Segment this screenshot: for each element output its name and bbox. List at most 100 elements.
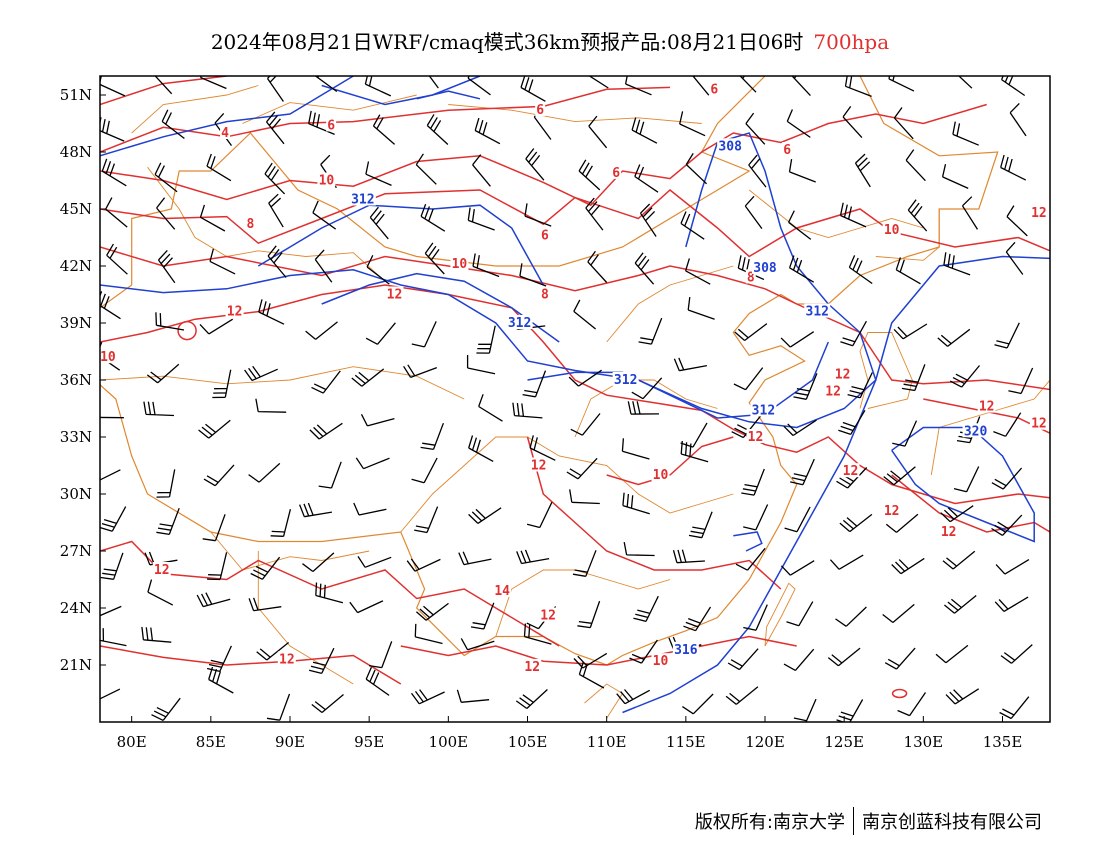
wind-barb: [270, 509, 292, 537]
wind-barb: [265, 111, 285, 145]
wind-barb: [733, 367, 764, 391]
wind-barb: [725, 686, 759, 705]
wind-barb: [994, 596, 1029, 612]
temperature-label-bg: [709, 81, 720, 96]
wind-barb: [942, 550, 976, 570]
wind-barb: [143, 401, 175, 417]
lon-tick-label: 135E: [983, 733, 1023, 751]
temperature-label: 8: [541, 288, 549, 303]
wind-barb: [952, 121, 979, 146]
wind-barb: [244, 365, 278, 382]
temperature-label-bg: [245, 216, 256, 231]
wind-barb: [570, 413, 601, 436]
wind-barb: [1000, 644, 1033, 664]
wind-barb: [634, 164, 659, 193]
temperature-label: 12: [884, 504, 900, 519]
wind-barb: [991, 514, 1023, 536]
wind-barb: [783, 648, 815, 671]
contour-label-layer: 4 6 6 6 6 6 6 8 8 8 10 10 10 10 10 10 12 12 12 12 12 12 12 12 12…: [100, 81, 1048, 675]
wind-barb: [786, 109, 811, 138]
wind-barb: [365, 322, 396, 345]
wind-barb: [991, 467, 1023, 490]
wind-barb: [953, 466, 980, 493]
wind-barb: [891, 557, 925, 575]
wind-barb: [364, 76, 392, 97]
wind-barb: [940, 505, 974, 523]
wind-barb: [895, 257, 921, 285]
wind-barb: [682, 693, 714, 715]
temperature-label-bg: [882, 503, 901, 518]
wind-barb: [573, 299, 597, 330]
height-label-bg: [717, 138, 744, 153]
wind-barb: [266, 693, 291, 721]
map-frame: [99, 75, 1051, 723]
temperature-label: 12: [748, 430, 764, 445]
wind-barb: [424, 242, 445, 275]
wind-barb: [355, 457, 390, 470]
wind-barb: [623, 541, 655, 557]
temperature-label: 12: [835, 367, 851, 382]
wind-barb: [519, 263, 547, 287]
copyright-company: 南京创蓝科技有限公司: [862, 812, 1042, 833]
wind-barb: [748, 154, 767, 188]
temperature-label: 4: [221, 126, 229, 141]
copyright-owner: 版权所有:南京大学: [694, 812, 845, 833]
wind-barb: [616, 689, 651, 705]
wind-barb: [357, 556, 392, 568]
temperature-contour: [606, 436, 734, 486]
wind-barb: [411, 457, 438, 484]
wind-barb: [685, 153, 708, 185]
wind-barb: [673, 357, 708, 372]
wind-barb: [100, 506, 127, 532]
latitude-axis: 51N 48N 45N 42N 39N 36N 33N 30N 27N 24N 21N: [60, 86, 106, 674]
province-boundary: [764, 582, 796, 647]
height-label: 312: [351, 193, 374, 208]
temperature-label: 6: [536, 103, 544, 118]
wind-barb: [588, 115, 608, 149]
wind-barb: [266, 76, 284, 102]
temperature-contour: [526, 436, 782, 590]
wind-barb: [100, 117, 125, 142]
height-label: 320: [964, 424, 988, 439]
height-contour: [100, 132, 877, 429]
wind-barb: [838, 409, 866, 436]
wind-barb: [783, 419, 817, 437]
wind-barb: [248, 597, 282, 612]
wind-barb: [155, 312, 185, 331]
wind-barb: [101, 158, 127, 187]
wind-barb: [100, 628, 127, 647]
wind-barb: [515, 689, 548, 710]
temperature-label-bg: [100, 349, 117, 364]
wind-barb: [468, 435, 494, 462]
wind-barb: [268, 193, 284, 228]
wind-barb: [314, 249, 333, 283]
wind-barb: [467, 207, 495, 231]
wind-barb: [731, 415, 762, 439]
temperature-label: 6: [327, 118, 335, 133]
temperature-label: 12: [843, 464, 859, 479]
wind-barb: [935, 644, 969, 664]
wind-barb: [692, 76, 710, 96]
temperature-label: 10: [884, 223, 900, 238]
wind-barb: [256, 641, 290, 661]
wind-barb: [588, 76, 609, 89]
wind-barb: [474, 117, 501, 145]
map-background: [100, 76, 1050, 722]
lon-tick-label: 100E: [429, 733, 469, 751]
wind-barb: [365, 667, 390, 696]
wind-barb: [829, 554, 864, 570]
wind-barb: [207, 552, 228, 581]
wind-barb: [943, 594, 977, 614]
height-contour: [527, 341, 829, 419]
wind-barb-layer: [100, 76, 1034, 722]
wind-barb: [739, 76, 757, 93]
wind-barb: [372, 114, 396, 145]
temperature-label-bg: [450, 256, 469, 271]
wind-barb: [994, 322, 1020, 349]
wind-barb: [411, 321, 437, 348]
wind-barb: [629, 639, 658, 664]
height-label-bg: [672, 641, 699, 656]
wind-barb: [621, 438, 650, 460]
wind-barb: [844, 76, 872, 98]
wind-barb: [566, 457, 598, 480]
